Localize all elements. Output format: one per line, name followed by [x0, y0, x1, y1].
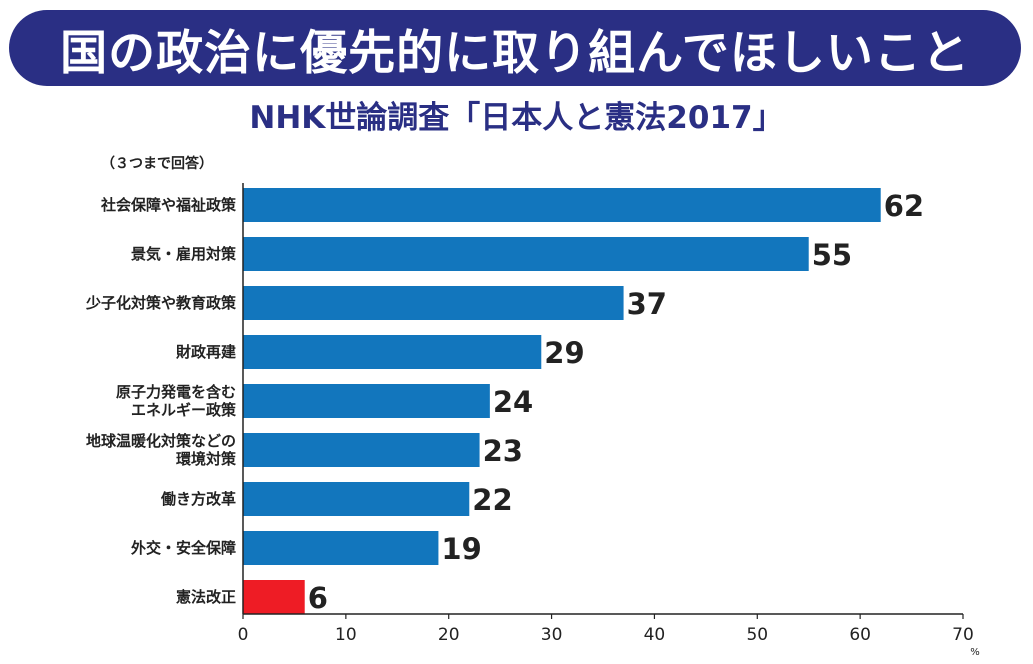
x-tick-label-6: 60 [849, 625, 871, 645]
value-label-1: 55 [812, 238, 852, 272]
bar-4 [243, 384, 490, 418]
category-label-1: 景気・雇用対策 [131, 245, 237, 263]
chart-subtitle: NHK世論調査「日本人と憲法2017」 [249, 100, 784, 136]
bar-1 [243, 237, 809, 271]
category-label-3: 財政再建 [175, 343, 237, 361]
value-label-7: 19 [441, 532, 481, 566]
bar-7 [243, 531, 439, 565]
category-label-8: 憲法改正 [175, 588, 236, 606]
chart-title: 国の政治に優先的に取り組んでほしいこと [60, 25, 970, 81]
value-label-3: 29 [544, 336, 584, 370]
title-banner: 国の政治に優先的に取り組んでほしいこと [9, 10, 1021, 86]
value-label-6: 22 [472, 483, 512, 517]
bar-6 [243, 482, 470, 516]
category-label-7: 外交・安全保障 [130, 539, 236, 557]
x-tick-label-7: 70 [952, 625, 974, 645]
answer-note: （３つまで回答） [101, 156, 213, 172]
value-label-5: 23 [483, 434, 523, 468]
bar-8 [243, 580, 305, 614]
bar-2 [243, 286, 624, 320]
value-label-4: 24 [493, 385, 533, 419]
x-unit-label: % [970, 647, 980, 658]
x-tick-label-2: 20 [438, 625, 460, 645]
x-tick-label-1: 10 [335, 625, 357, 645]
x-tick-label-4: 40 [644, 625, 666, 645]
category-label-0: 社会保障や福祉政策 [100, 196, 237, 214]
value-label-2: 37 [627, 287, 667, 321]
category-label-2: 少子化対策や教育政策 [85, 294, 237, 312]
category-label-4: 原子力発電を含むエネルギー政策 [116, 383, 237, 419]
x-tick-label-0: 0 [238, 625, 249, 645]
x-tick-label-3: 30 [541, 625, 563, 645]
x-tick-label-5: 50 [746, 625, 768, 645]
bar-3 [243, 335, 542, 369]
value-label-0: 62 [884, 189, 924, 223]
bar-5 [243, 433, 480, 467]
value-label-8: 6 [308, 581, 328, 615]
category-label-5: 地球温暖化対策などの環境対策 [86, 432, 237, 468]
bar-0 [243, 188, 881, 222]
category-label-6: 働き方改革 [160, 490, 236, 508]
